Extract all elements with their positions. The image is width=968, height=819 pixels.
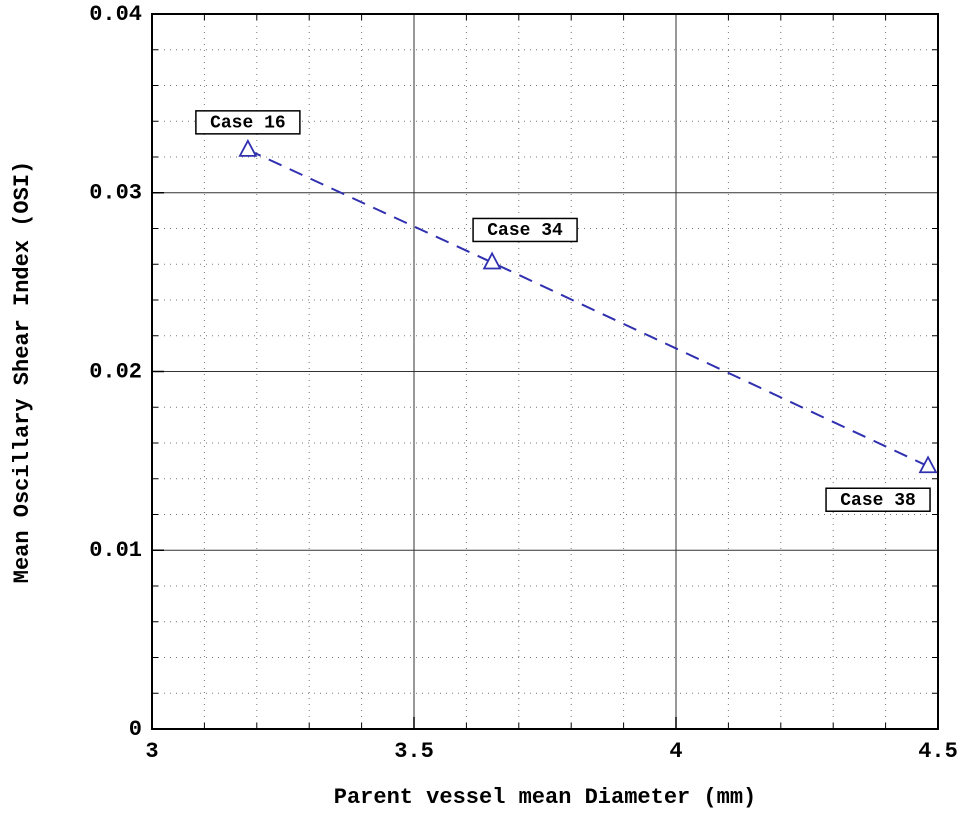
y-tick-label: 0.03 bbox=[89, 181, 142, 206]
label-box bbox=[472, 217, 578, 243]
y-axis-title: Mean Oscillary Shear Index (OSI) bbox=[10, 161, 35, 583]
y-tick-label: 0 bbox=[129, 717, 142, 742]
marker bbox=[238, 138, 258, 157]
x-tick-label: 3 bbox=[145, 739, 158, 764]
marker bbox=[482, 251, 502, 270]
plot-frame bbox=[151, 13, 939, 730]
point-label: Case 38 bbox=[840, 491, 916, 511]
x-tick-label: 3.5 bbox=[394, 739, 434, 764]
x-tick-label: 4.5 bbox=[918, 739, 958, 764]
data-line bbox=[247, 148, 929, 468]
y-tick-label: 0.01 bbox=[89, 538, 142, 563]
label-box bbox=[825, 487, 931, 512]
marker bbox=[918, 455, 938, 474]
point-label: Case 16 bbox=[210, 114, 286, 134]
point-label: Case 34 bbox=[487, 221, 563, 241]
label-box bbox=[195, 110, 301, 135]
x-axis-title: Parent vessel mean Diameter (mm) bbox=[334, 785, 756, 810]
y-tick-label: 0.04 bbox=[89, 2, 142, 27]
y-tick-label: 0.02 bbox=[89, 359, 142, 384]
x-tick-label: 4 bbox=[669, 739, 682, 764]
